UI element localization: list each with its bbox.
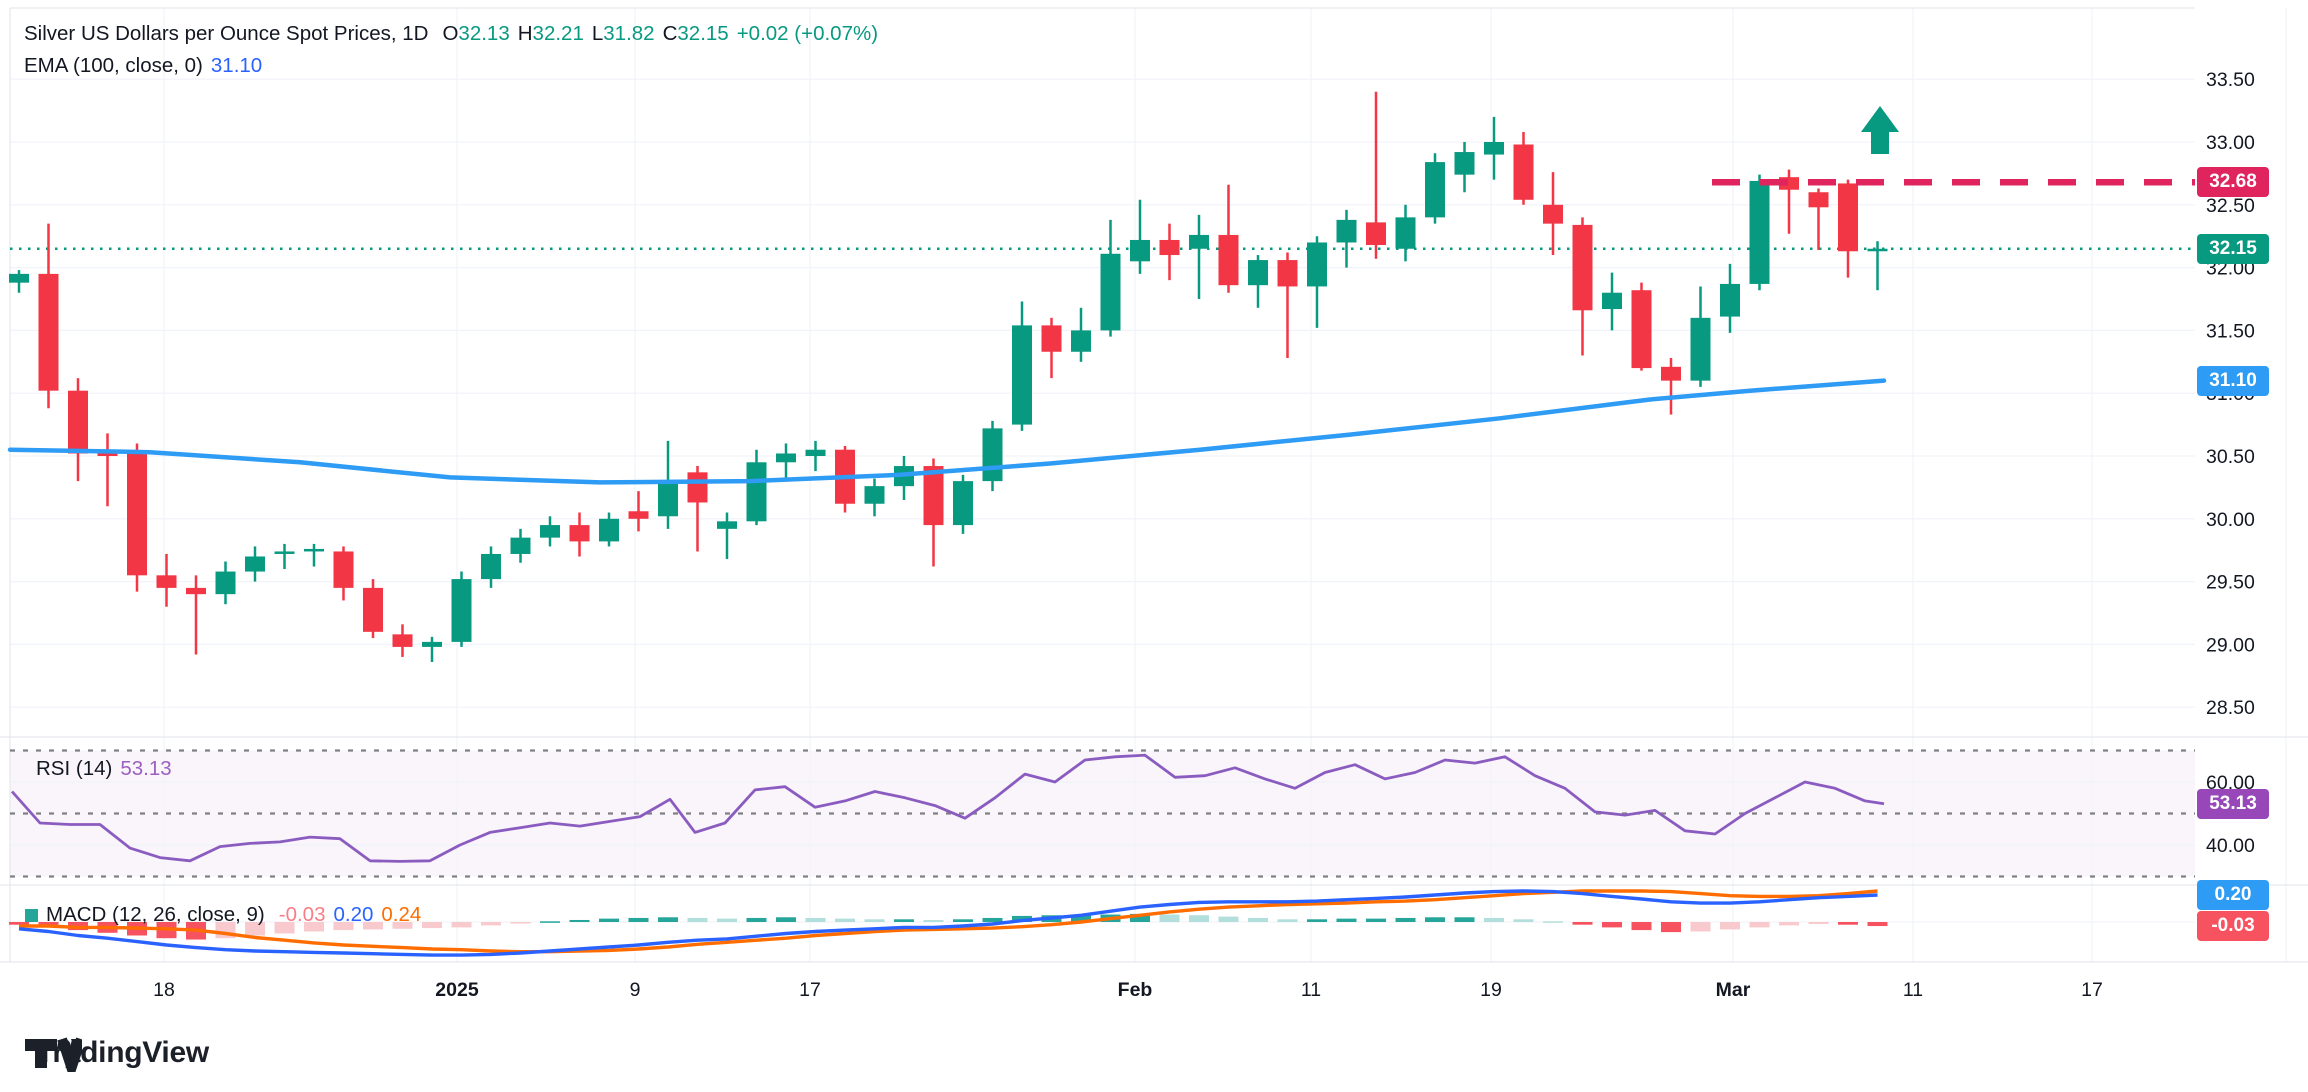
svg-text:40.00: 40.00 bbox=[2206, 835, 2255, 857]
high-label: H bbox=[517, 22, 533, 45]
macd-label: MACD (12, 26, close, 9) bbox=[46, 903, 265, 926]
macd-legend[interactable]: MACD (12, 26, close, 9) -0.03 0.20 0.24 bbox=[25, 903, 421, 927]
svg-text:19: 19 bbox=[1480, 979, 1502, 1001]
svg-text:29.50: 29.50 bbox=[2206, 572, 2255, 594]
rsi-value: 53.13 bbox=[120, 757, 172, 780]
tradingview-logo[interactable]: TradingView bbox=[24, 1036, 209, 1072]
ema-price-badge: 31.10 bbox=[2197, 366, 2269, 396]
open-value: 32.13 bbox=[458, 22, 510, 45]
macd-signal-value: 0.24 bbox=[381, 903, 422, 926]
svg-text:31.50: 31.50 bbox=[2206, 320, 2255, 342]
time-axis[interactable]: 18 2025 9 17 Feb 11 19 Mar 11 17 bbox=[153, 979, 2103, 1001]
svg-text:60.00: 60.00 bbox=[2206, 772, 2255, 794]
symbol-legend[interactable]: Silver US Dollars per Ounce Spot Prices,… bbox=[24, 22, 878, 46]
close-label: C bbox=[662, 22, 678, 45]
macd-hist-badge: -0.03 bbox=[2197, 911, 2269, 941]
rsi-plot bbox=[10, 749, 2195, 878]
svg-text:17: 17 bbox=[799, 979, 821, 1001]
resistance-price-badge: 32.68 bbox=[2197, 167, 2269, 197]
rsi-legend[interactable]: RSI (14) 53.13 bbox=[36, 757, 172, 781]
ema-value: 31.10 bbox=[210, 54, 263, 77]
up-arrow-icon bbox=[1861, 106, 1899, 154]
low-label: L bbox=[591, 22, 604, 45]
panel-borders bbox=[0, 7, 2308, 963]
ema-legend[interactable]: EMA (100, close, 0) 31.10 bbox=[24, 54, 262, 78]
svg-text:30.00: 30.00 bbox=[2206, 509, 2255, 531]
macd-series-icon bbox=[25, 908, 38, 922]
open-label: O bbox=[442, 22, 459, 45]
rsi-value-badge: 53.13 bbox=[2197, 789, 2269, 819]
macd-line-value: 0.20 bbox=[333, 903, 374, 926]
macd-hist-value: -0.03 bbox=[278, 903, 326, 926]
svg-text:2025: 2025 bbox=[435, 979, 479, 1001]
macd-plot bbox=[9, 889, 1888, 957]
last-price-badge: 32.15 bbox=[2197, 234, 2269, 264]
svg-text:30.50: 30.50 bbox=[2206, 446, 2255, 468]
svg-text:Feb: Feb bbox=[1118, 979, 1153, 1001]
low-value: 31.82 bbox=[603, 22, 655, 45]
ema-line bbox=[7, 378, 1887, 485]
svg-text:32.50: 32.50 bbox=[2206, 195, 2255, 217]
macd-value-badge: 0.20 bbox=[2197, 880, 2269, 910]
svg-text:18: 18 bbox=[153, 979, 175, 1001]
symbol-title: Silver US Dollars per Ounce Spot Prices,… bbox=[24, 22, 429, 45]
close-value: 32.15 bbox=[677, 22, 729, 45]
candlestick-series bbox=[9, 91, 1888, 662]
svg-text:33.00: 33.00 bbox=[2206, 132, 2255, 154]
high-value: 32.21 bbox=[532, 22, 584, 45]
svg-text:11: 11 bbox=[1903, 979, 1923, 1001]
svg-text:17: 17 bbox=[2081, 979, 2103, 1001]
svg-text:29.00: 29.00 bbox=[2206, 634, 2255, 656]
svg-text:33.50: 33.50 bbox=[2206, 69, 2255, 91]
rsi-label: RSI (14) bbox=[36, 757, 113, 780]
svg-text:Mar: Mar bbox=[1716, 979, 1751, 1001]
svg-text:9: 9 bbox=[630, 979, 641, 1001]
change-value: +0.02 (+0.07%) bbox=[736, 22, 879, 45]
svg-text:11: 11 bbox=[1301, 979, 1321, 1001]
ema-label: EMA (100, close, 0) bbox=[24, 54, 203, 77]
tradingview-logo-icon bbox=[25, 1037, 82, 1072]
svg-text:28.50: 28.50 bbox=[2206, 697, 2255, 719]
